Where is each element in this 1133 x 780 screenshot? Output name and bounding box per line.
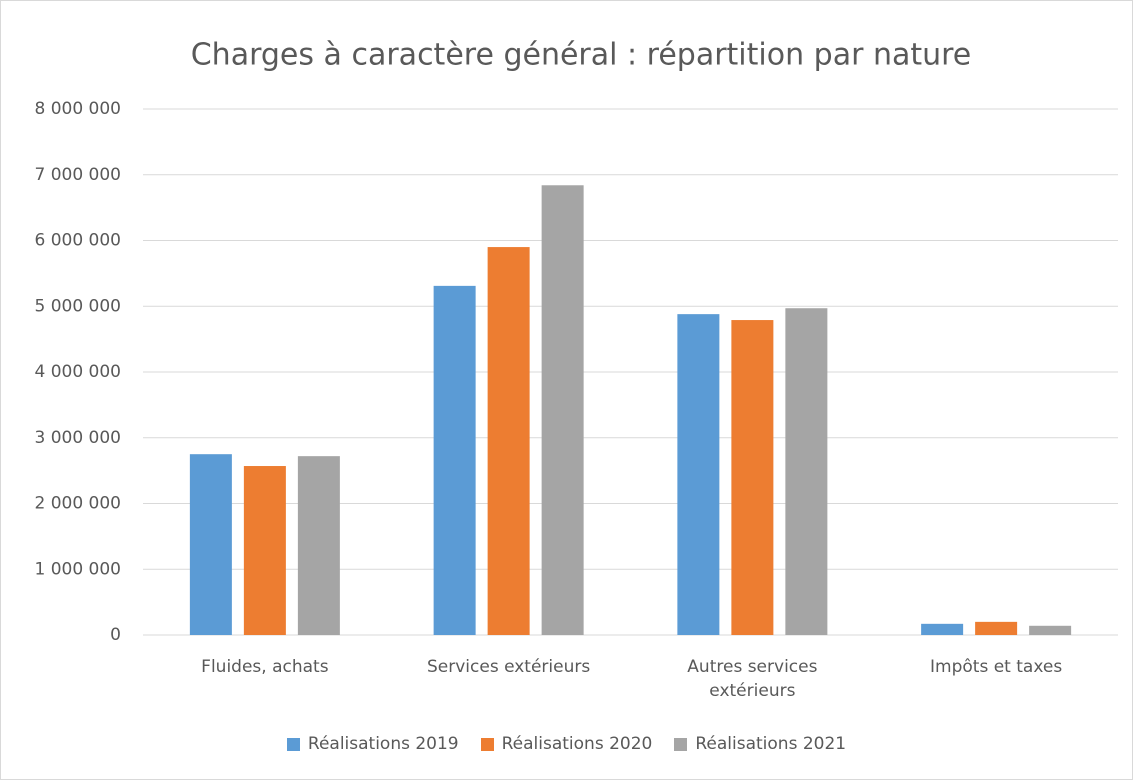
- legend-item: Réalisations 2021: [674, 734, 846, 754]
- bar: [243, 466, 286, 635]
- bar: [785, 308, 828, 635]
- legend-label: Réalisations 2019: [307, 734, 459, 754]
- y-tick-label: 5 000 000: [34, 296, 121, 316]
- legend-label: Réalisations 2020: [501, 734, 653, 754]
- legend-item: Réalisations 2019: [286, 734, 459, 754]
- y-tick-label: 3 000 000: [34, 428, 121, 448]
- bar: [1029, 625, 1072, 635]
- legend-swatch: [674, 737, 688, 751]
- bar: [189, 454, 232, 635]
- x-tick-label: Fluides, achats: [201, 657, 329, 677]
- bar: [433, 285, 476, 635]
- bar: [921, 623, 964, 635]
- y-tick-label: 8 000 000: [34, 99, 121, 119]
- y-tick-label: 4 000 000: [34, 362, 121, 382]
- chart-title: Charges à caractère général : répartitio…: [191, 38, 972, 73]
- bar: [297, 456, 340, 635]
- legend-label: Réalisations 2021: [695, 734, 847, 754]
- bar: [677, 314, 720, 635]
- bar: [541, 185, 584, 635]
- legend: Réalisations 2019 Réalisations 2020 Réalis…: [1, 734, 1132, 754]
- bar: [731, 320, 774, 635]
- bar: [487, 247, 530, 635]
- legend-item: Réalisations 2020: [480, 734, 653, 754]
- y-tick-label: 1 000 000: [34, 559, 121, 579]
- bar: [975, 621, 1018, 635]
- y-tick-label: 2 000 000: [34, 494, 121, 514]
- y-tick-label: 6 000 000: [34, 231, 121, 251]
- x-tick-label: Services extérieurs: [427, 657, 591, 677]
- legend-swatch: [286, 737, 300, 751]
- y-tick-label: 7 000 000: [34, 165, 121, 185]
- x-tick-label: Impôts et taxes: [930, 657, 1063, 677]
- x-tick-label: Autres services extérieurs: [687, 657, 818, 701]
- y-tick-label: 0: [110, 625, 121, 645]
- legend-swatch: [480, 737, 494, 751]
